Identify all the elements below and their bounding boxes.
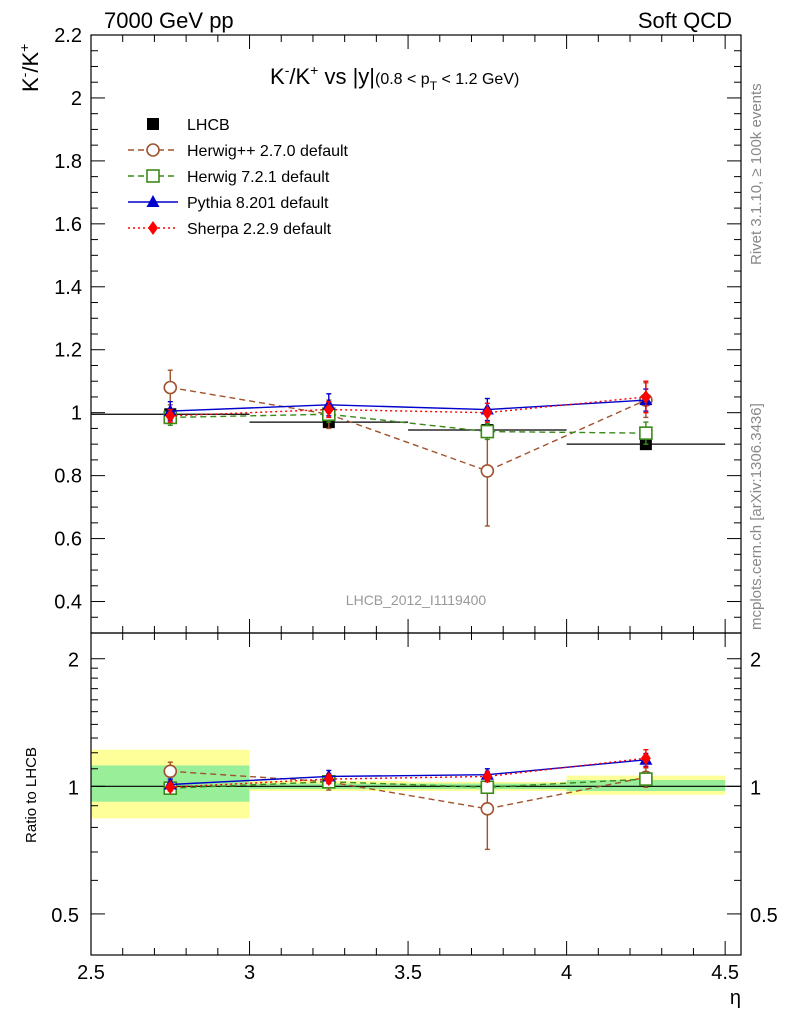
x-tick-label: 2.5 bbox=[77, 962, 105, 984]
plot-title: K-/K+ vs |y|(0.8 < pT < 1.2 GeV) bbox=[270, 62, 519, 93]
point-sherpa bbox=[640, 389, 651, 404]
legend-marker-herwig7 bbox=[146, 169, 160, 183]
upper-y-tick-label: 1.2 bbox=[54, 340, 82, 362]
title-main: K bbox=[270, 64, 285, 89]
legend-label-pythia: Pythia 8.201 default bbox=[187, 195, 329, 212]
legend-label-herwig7: Herwig 7.2.1 default bbox=[187, 169, 330, 186]
lower-y-tick-label-right: 2 bbox=[750, 650, 761, 672]
point-herwig7 bbox=[639, 426, 653, 440]
series-herwigpp bbox=[163, 369, 653, 527]
upper-y-tick-label: 1.4 bbox=[54, 277, 82, 299]
legend-item-herwigpp: Herwig++ 2.7.0 default bbox=[128, 143, 349, 160]
lower-y-tick-label-right: 0.5 bbox=[750, 905, 778, 927]
lower-y-tick-label: 0.5 bbox=[51, 905, 79, 927]
title-sub-T: T bbox=[430, 79, 438, 93]
ratio-point-herwig7 bbox=[639, 772, 653, 786]
point-herwigpp bbox=[480, 464, 495, 478]
point-herwig7 bbox=[480, 424, 495, 439]
ratio-line-pythia bbox=[170, 759, 646, 786]
header-left-label: 7000 GeV pp bbox=[104, 8, 234, 33]
series-sherpa bbox=[165, 380, 651, 423]
lower-y-tick-label: 2 bbox=[68, 650, 79, 672]
x-tick-label: 4 bbox=[561, 962, 572, 984]
upper-y-tick-label: 0.4 bbox=[54, 592, 82, 614]
legend-marker-sherpa bbox=[148, 221, 158, 235]
ratio-point-sherpa bbox=[640, 751, 651, 766]
ratio-point-herwigpp bbox=[163, 764, 178, 779]
legend-item-lhcb: LHCB bbox=[147, 117, 230, 134]
series-herwig7 bbox=[163, 405, 653, 445]
ratio-point-sherpa bbox=[323, 772, 334, 787]
ratio-y-axis-label: Ratio to LHCB bbox=[23, 747, 40, 843]
series-line-sherpa bbox=[170, 396, 646, 417]
rivet-version-label: Rivet 3.1.10, ≥ 100k events bbox=[748, 83, 765, 265]
legend-item-pythia: Pythia 8.201 default bbox=[128, 195, 329, 212]
x-tick-label: 4.5 bbox=[711, 962, 739, 984]
ratio-point-herwigpp bbox=[480, 802, 495, 816]
point-sherpa bbox=[482, 405, 493, 420]
legend-label-herwigpp: Herwig++ 2.7.0 default bbox=[187, 143, 349, 160]
legend-item-sherpa: Sherpa 2.2.9 default bbox=[128, 221, 332, 238]
title-sup2: + bbox=[310, 62, 318, 78]
lower-y-tick-label-right: 1 bbox=[750, 777, 761, 799]
upper-panel: 0.4 0.6 0.8 1 1.2 1.4 1.6 1.8 2 2.2 K-/K+ vs |y|(… bbox=[16, 25, 742, 634]
legend-marker-herwigpp bbox=[146, 143, 160, 157]
title-sub-a: (0.8 < p bbox=[375, 71, 430, 88]
analysis-watermark: LHCB_2012_I1119400 bbox=[346, 592, 487, 608]
legend-label-sherpa: Sherpa 2.2.9 default bbox=[187, 221, 332, 238]
ratio-point-sherpa bbox=[165, 780, 176, 795]
legend-label-lhcb: LHCB bbox=[187, 117, 230, 134]
upper-y-tick-label: 1.6 bbox=[54, 214, 82, 236]
legend: LHCB Herwig++ 2.7.0 default Herwig 7.2.1 d… bbox=[128, 117, 349, 238]
upper-y-tick-label: 1.8 bbox=[54, 151, 82, 173]
lower-y-tick-label: 1 bbox=[68, 777, 79, 799]
series-line-pythia bbox=[170, 399, 646, 412]
ratio-point-sherpa bbox=[482, 769, 493, 784]
legend-marker-pythia bbox=[146, 195, 160, 207]
point-herwigpp bbox=[163, 380, 178, 395]
series-pythia bbox=[163, 388, 653, 422]
series-line-herwigpp bbox=[170, 386, 647, 472]
upper-y-tick-label: 2.2 bbox=[54, 25, 82, 47]
title-tail: vs |y| bbox=[318, 64, 375, 89]
legend-item-herwig7: Herwig 7.2.1 default bbox=[128, 169, 330, 186]
point-sherpa bbox=[165, 408, 176, 423]
upper-y-axis-label: K-/K+ bbox=[16, 44, 43, 92]
upper-y-tick-label: 0.8 bbox=[54, 466, 82, 488]
ratio-series-sherpa bbox=[165, 749, 651, 795]
title-sub-b: < 1.2 GeV) bbox=[437, 71, 519, 88]
lower-panel: 0.5 0.5 1 1 2 2 2.5 3 3.5 4 4.5 Ratio to LHCB η bbox=[23, 632, 778, 1009]
x-tick-label: 3 bbox=[244, 962, 255, 984]
ratio-line-herwigpp bbox=[170, 770, 647, 810]
lower-frame bbox=[90, 632, 742, 956]
upper-y-tick-label: 2 bbox=[71, 88, 82, 110]
x-tick-label: 3.5 bbox=[394, 962, 422, 984]
title-mid: /K bbox=[289, 64, 310, 89]
upper-y-tick-label: 1 bbox=[71, 403, 82, 425]
upper-y-tick-label: 0.6 bbox=[54, 529, 82, 551]
x-axis-label: η bbox=[730, 987, 741, 1009]
point-sherpa bbox=[323, 402, 334, 417]
legend-marker-lhcb bbox=[147, 118, 159, 130]
title-sup1: - bbox=[285, 62, 290, 78]
mcplots-label: mcplots.cern.ch [arXiv:1306.3436] bbox=[748, 403, 765, 630]
header-right-label: Soft QCD bbox=[638, 8, 732, 33]
